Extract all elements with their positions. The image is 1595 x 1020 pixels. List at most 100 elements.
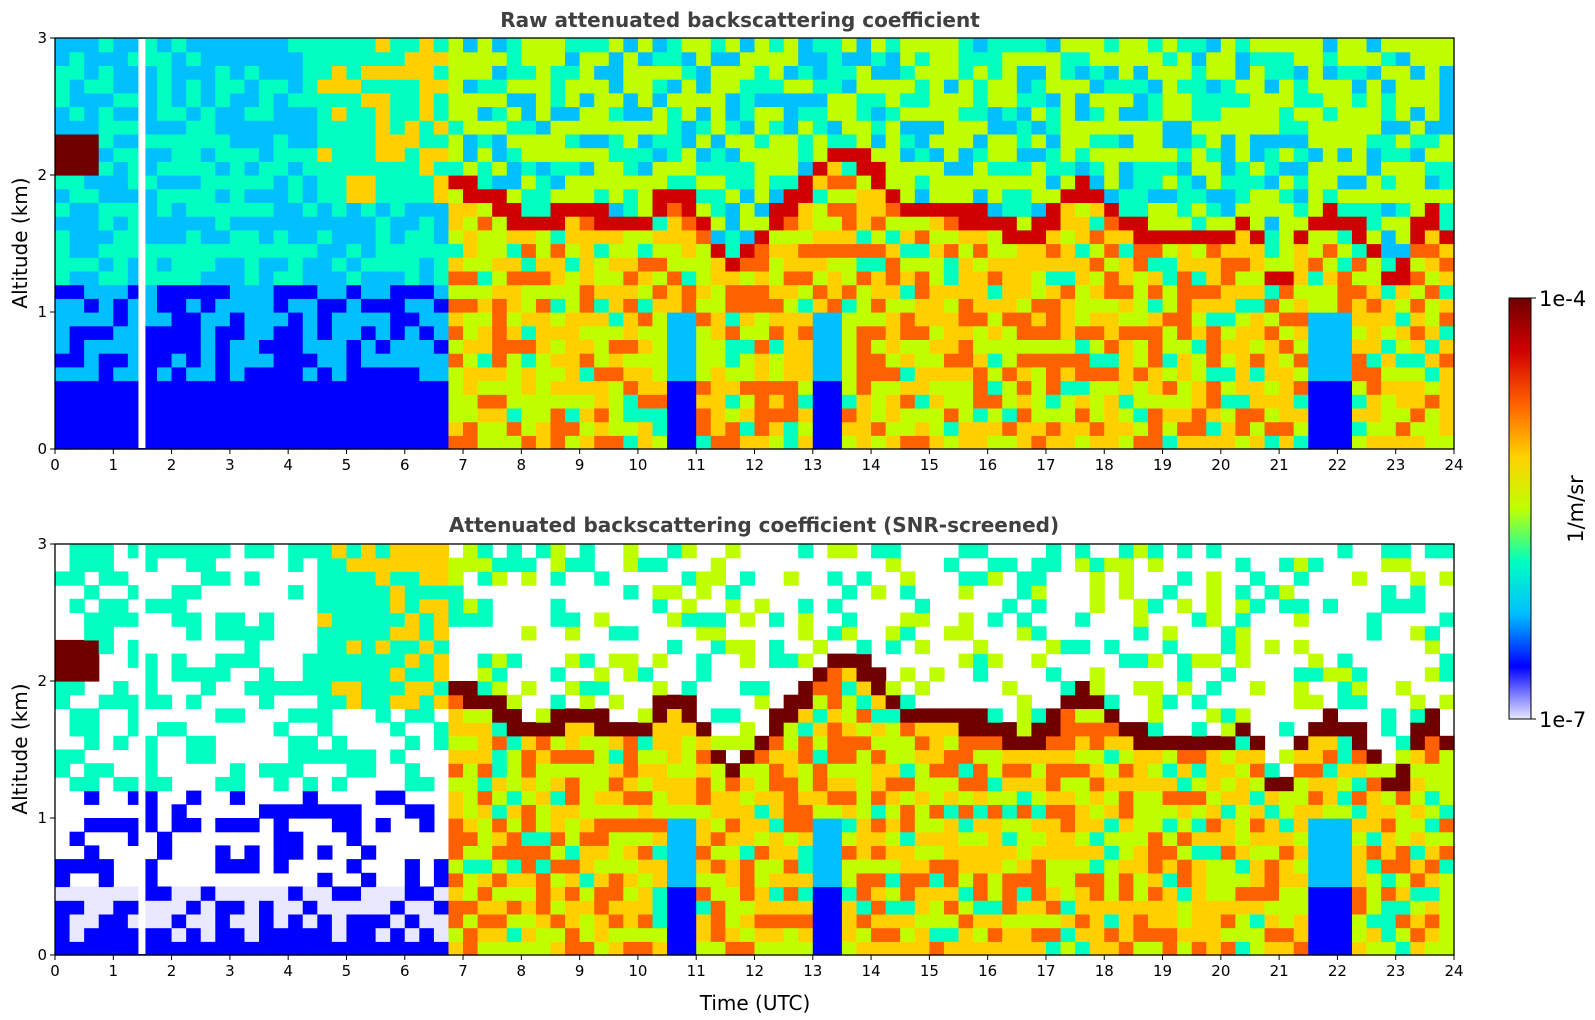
heatmap-cell <box>579 941 595 956</box>
heatmap-cell <box>841 38 858 53</box>
heatmap-cell <box>1089 557 1105 572</box>
heatmap-cell <box>98 394 114 409</box>
heatmap-cell <box>346 339 362 354</box>
heatmap-cell <box>1118 407 1134 423</box>
heatmap-cell <box>696 257 712 272</box>
heatmap-cell <box>84 585 100 600</box>
heatmap-cell <box>506 557 522 572</box>
heatmap-cell <box>696 749 712 764</box>
heatmap-cell <box>1235 598 1251 614</box>
x-tick-label: 14 <box>862 962 881 980</box>
heatmap-cell <box>535 722 552 737</box>
heatmap-cell <box>273 257 289 272</box>
heatmap-cell <box>710 557 726 572</box>
heatmap-cell <box>579 900 595 915</box>
heatmap-cell <box>885 763 901 778</box>
heatmap-cell <box>1279 407 1295 423</box>
heatmap-cell <box>608 694 624 709</box>
heatmap-cell <box>798 708 814 723</box>
heatmap-cell <box>652 394 668 409</box>
heatmap-cell <box>463 694 479 709</box>
heatmap-cell <box>288 202 304 217</box>
heatmap-cell <box>710 708 726 723</box>
heatmap-cell <box>856 270 872 286</box>
heatmap-cell <box>84 202 100 217</box>
heatmap-cell <box>259 120 275 135</box>
heatmap-cell <box>157 79 173 94</box>
heatmap-cell <box>215 325 231 340</box>
heatmap-cell <box>623 735 639 751</box>
heatmap-cell <box>783 216 799 231</box>
heatmap-cell <box>710 831 726 846</box>
heatmap-cell <box>186 92 202 108</box>
heatmap-cell <box>1147 229 1164 245</box>
heatmap-cell <box>98 106 114 121</box>
heatmap-cell <box>521 106 537 121</box>
heatmap-cell <box>725 831 741 846</box>
heatmap-cell <box>754 941 770 956</box>
heatmap-cell <box>696 831 712 846</box>
heatmap-cell <box>827 270 843 286</box>
heatmap-cell <box>244 51 260 66</box>
heatmap-cell <box>1424 51 1441 66</box>
heatmap-cell <box>1177 133 1193 149</box>
heatmap-cell <box>1322 120 1339 135</box>
heatmap-cell <box>754 886 770 901</box>
heatmap-cell <box>1322 353 1339 368</box>
heatmap-cell <box>943 749 960 764</box>
heatmap-cell <box>229 188 246 203</box>
heatmap-cell <box>390 161 406 176</box>
heatmap-cell <box>346 626 362 641</box>
heatmap-cell <box>273 927 289 942</box>
heatmap-cell <box>783 927 799 942</box>
heatmap-cell <box>1308 366 1324 382</box>
heatmap-cell <box>1177 421 1193 436</box>
heatmap-cell <box>535 763 552 778</box>
heatmap-cell <box>1133 790 1149 805</box>
heatmap-cell <box>1162 845 1178 860</box>
heatmap-cell <box>346 681 362 696</box>
heatmap-cell <box>1424 257 1441 272</box>
heatmap-cell <box>1366 421 1382 436</box>
heatmap-cell <box>229 421 246 436</box>
heatmap-cell <box>798 831 814 846</box>
heatmap-cell <box>419 571 435 586</box>
heatmap-cell <box>535 749 552 764</box>
heatmap-cell <box>1031 571 1047 586</box>
heatmap-cell <box>200 353 216 368</box>
heatmap-cell <box>943 120 960 135</box>
heatmap-cell <box>871 763 887 778</box>
heatmap-cell <box>1381 312 1397 327</box>
heatmap-cell <box>492 161 508 176</box>
heatmap-cell <box>1279 380 1295 395</box>
heatmap-cell <box>1293 394 1309 409</box>
heatmap-cell <box>1235 790 1251 805</box>
heatmap-cell <box>404 804 420 819</box>
heatmap-cell <box>769 38 785 53</box>
heatmap-cell <box>710 421 726 436</box>
heatmap-cell <box>1191 653 1207 668</box>
heatmap-cell <box>98 133 114 149</box>
heatmap-cell <box>1293 257 1309 272</box>
heatmap-cell <box>565 872 581 888</box>
heatmap-cell <box>1381 585 1397 600</box>
heatmap-cell <box>885 284 901 299</box>
heatmap-cell <box>579 421 595 436</box>
heatmap-cell <box>739 818 756 833</box>
heatmap-cell <box>929 325 945 340</box>
heatmap-cell <box>1351 831 1368 846</box>
heatmap-cell <box>798 612 814 627</box>
heatmap-cell <box>579 161 595 176</box>
heatmap-cell <box>200 175 216 190</box>
heatmap-cell <box>856 845 872 860</box>
heatmap-cell <box>623 653 639 668</box>
heatmap-cell <box>769 120 785 135</box>
heatmap-cell <box>346 257 362 272</box>
heatmap-cell <box>1147 763 1164 778</box>
heatmap-cell <box>521 749 537 764</box>
heatmap-cell <box>783 694 799 709</box>
heatmap-cell <box>1220 51 1236 66</box>
heatmap-cell <box>448 38 464 53</box>
heatmap-cell <box>463 229 479 245</box>
heatmap-cell <box>1191 106 1207 121</box>
